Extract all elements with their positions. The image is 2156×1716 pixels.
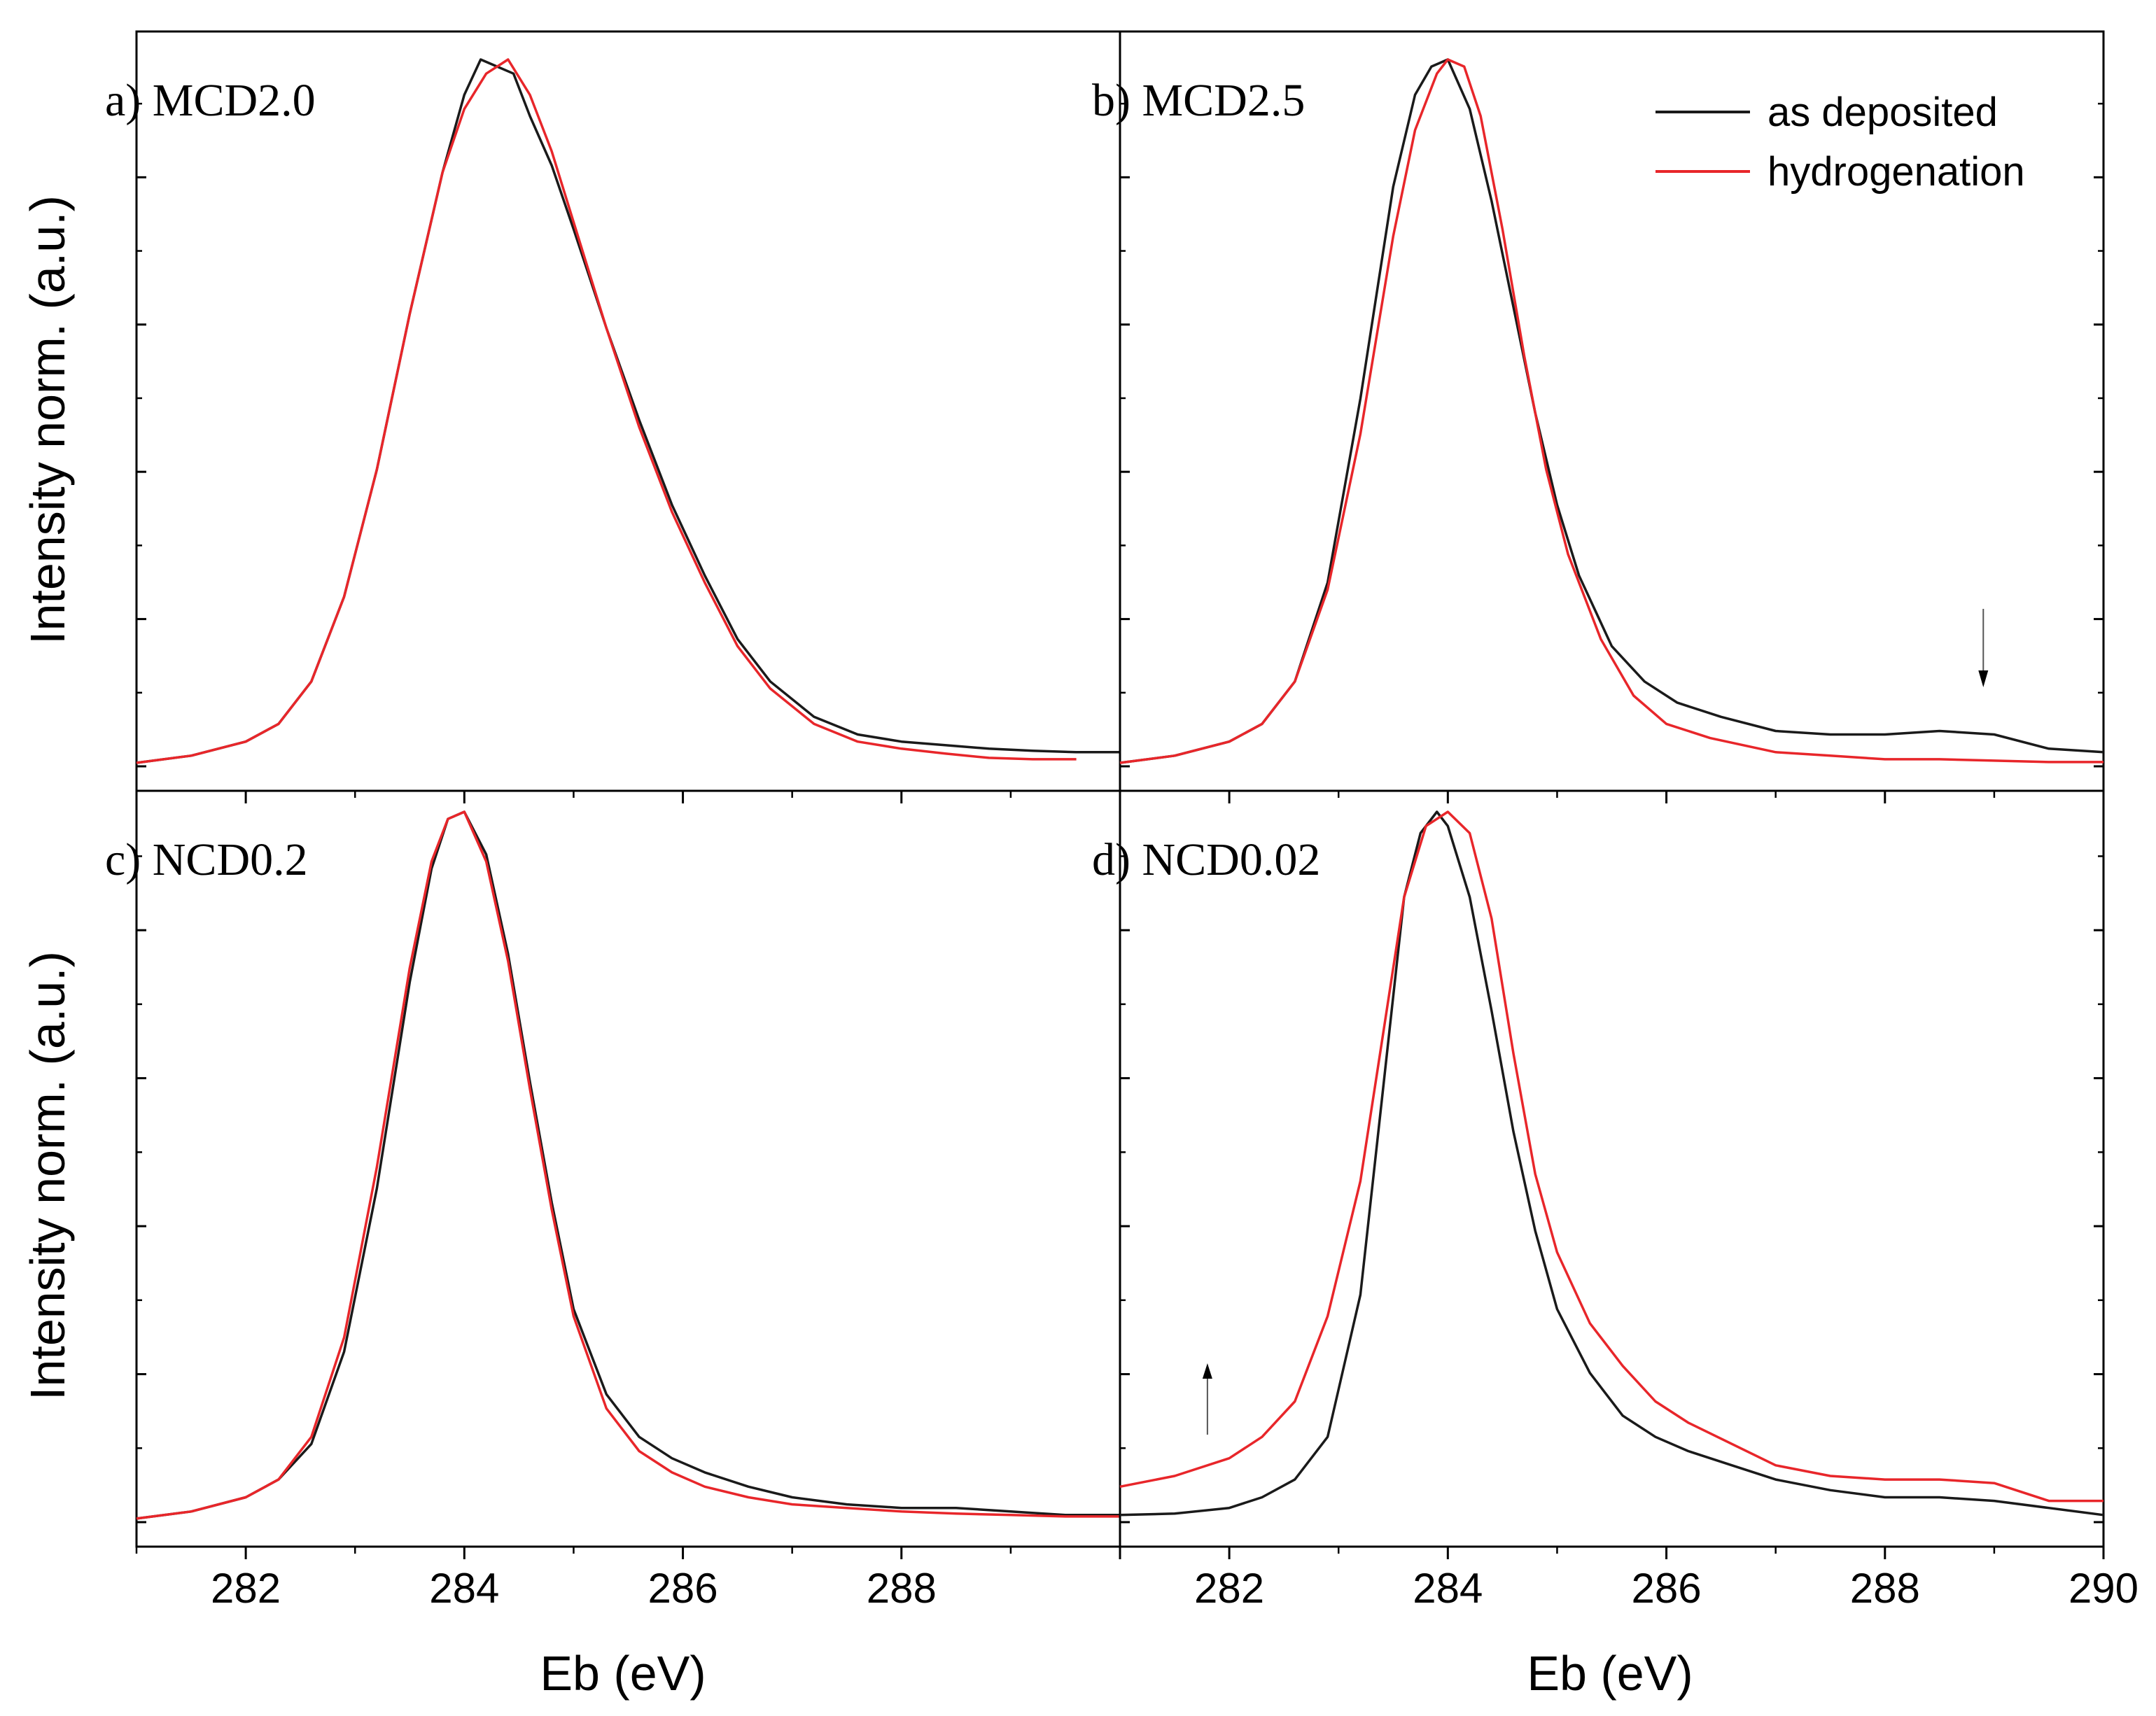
panel-d (1119, 810, 2105, 1559)
x-tick-label: 288 (867, 1565, 937, 1612)
arrow-down-head (1978, 670, 1989, 687)
series-line-hydrogenation (1119, 58, 2104, 764)
series-line-as-deposited (1119, 810, 2104, 1517)
y-axis-label-bottom: Intensity norm. (a.u.) (20, 951, 75, 1400)
series-line-hydrogenation (1119, 810, 2104, 1503)
x-axis-label-right: Eb (eV) (1527, 1646, 1693, 1701)
legend: as deposited hydrogenation (1656, 90, 2025, 195)
panel-a (135, 58, 1121, 803)
series-line-hydrogenation (136, 58, 1077, 764)
panel-label-d: d) NCD0.02 (1092, 834, 1320, 885)
x-tick-label: 286 (1632, 1565, 1702, 1612)
x-tick-label: 282 (1194, 1565, 1264, 1612)
x-tick-label: 290 (2068, 1565, 2138, 1612)
x-tick-label: 284 (1413, 1565, 1483, 1612)
x-tick-label: 286 (648, 1565, 718, 1612)
panel-b (1119, 58, 2105, 803)
series-line-as-deposited (136, 58, 1120, 764)
panel-label-a: a) MCD2.0 (105, 75, 316, 126)
panel-label-c: c) NCD0.2 (105, 834, 308, 885)
panel-c (135, 810, 1121, 1559)
legend-label-as-deposited: as deposited (1768, 90, 1998, 135)
arrow-up-head (1202, 1363, 1212, 1379)
x-tick-label: 282 (211, 1565, 281, 1612)
series-line-as-deposited (136, 810, 1120, 1520)
panel-label-b: b) MCD2.5 (1092, 75, 1305, 126)
x-tick-label: 284 (429, 1565, 499, 1612)
legend-label-hydrogenation: hydrogenation (1768, 149, 2025, 195)
x-tick-label: 288 (1850, 1565, 1920, 1612)
series-line-hydrogenation (136, 810, 1120, 1520)
x-axis-label-left: Eb (eV) (540, 1646, 706, 1701)
y-axis-label-top: Intensity norm. (a.u.) (20, 195, 75, 645)
